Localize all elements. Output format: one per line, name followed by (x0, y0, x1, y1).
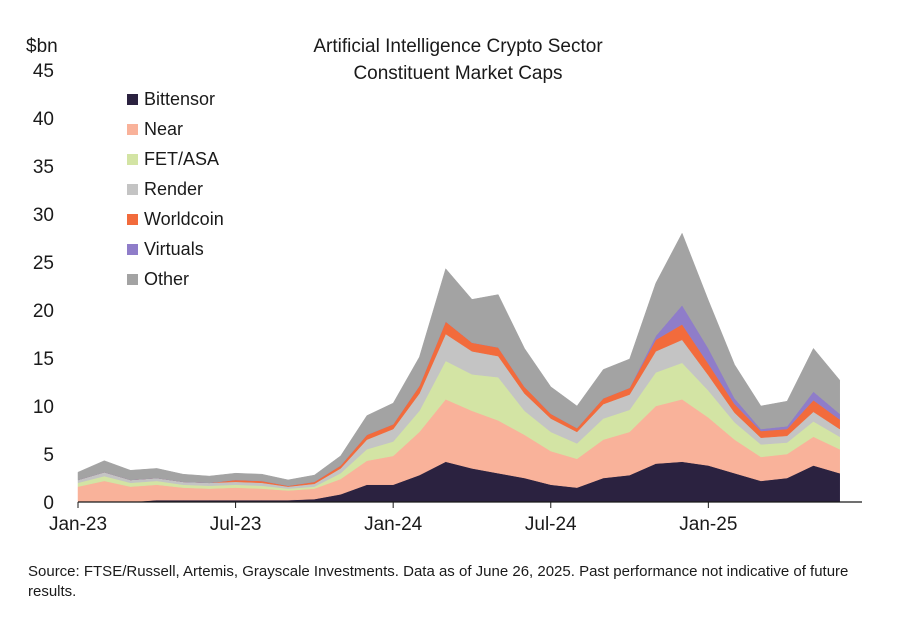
legend-swatch-other (127, 274, 138, 285)
legend-label-render: Render (144, 179, 203, 199)
y-axis-ticks: 0 5 10 15 20 25 30 35 40 45 (33, 61, 54, 514)
y-tick-label: 45 (33, 61, 54, 82)
x-tick-label: Jan-23 (49, 514, 107, 535)
legend: Bittensor Near FET/ASA Render Worldcoin Virtu… (127, 89, 224, 289)
y-tick-label: 25 (33, 253, 54, 274)
y-tick-label: 30 (33, 205, 54, 226)
x-tick-label: Jul-24 (525, 514, 577, 535)
y-axis-unit-label: $bn (26, 36, 58, 57)
legend-swatch-bittensor (127, 94, 138, 105)
legend-swatch-fet-asa (127, 154, 138, 165)
y-tick-label: 5 (43, 445, 54, 466)
stacked-areas (77, 232, 840, 503)
x-tick-label: Jul-23 (210, 514, 262, 535)
x-axis-ticks: Jan-23 Jul-23 Jan-24 Jul-24 Jan-25 (49, 502, 737, 535)
x-tick-label: Jan-24 (364, 514, 423, 535)
y-tick-label: 20 (33, 301, 54, 322)
y-tick-label: 40 (33, 109, 54, 130)
legend-label-fet-asa: FET/ASA (144, 149, 219, 169)
area-other (77, 232, 840, 486)
y-tick-label: 35 (33, 157, 54, 178)
legend-swatch-virtuals (127, 244, 138, 255)
legend-label-other: Other (144, 269, 189, 289)
y-tick-label: 15 (33, 349, 54, 370)
x-tick-label: Jan-25 (679, 514, 737, 535)
chart-title-line-1: Artificial Intelligence Crypto Sector (313, 36, 603, 57)
legend-label-near: Near (144, 119, 183, 139)
legend-label-virtuals: Virtuals (144, 239, 204, 259)
chart-title-line-2: Constituent Market Caps (353, 63, 562, 84)
legend-swatch-worldcoin (127, 214, 138, 225)
legend-label-bittensor: Bittensor (144, 89, 215, 109)
y-tick-label: 0 (43, 493, 54, 514)
legend-label-worldcoin: Worldcoin (144, 209, 224, 229)
legend-swatch-near (127, 124, 138, 135)
legend-swatch-render (127, 184, 138, 195)
y-tick-label: 10 (33, 397, 54, 418)
source-note: Source: FTSE/Russell, Artemis, Grayscale… (28, 563, 849, 600)
